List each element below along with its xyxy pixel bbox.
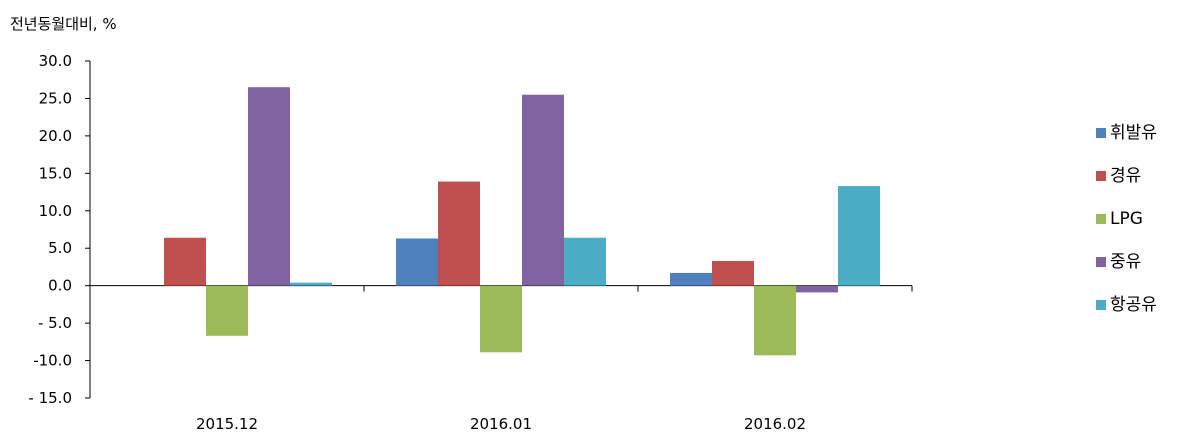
legend-label: 휘발유 bbox=[1110, 123, 1157, 143]
legend-swatch bbox=[1096, 128, 1106, 138]
y-tick-label: - 5.0 bbox=[38, 314, 72, 332]
bar bbox=[712, 260, 754, 286]
bar bbox=[564, 237, 606, 286]
legend-swatch bbox=[1096, 171, 1106, 181]
bar bbox=[670, 272, 712, 286]
bar bbox=[438, 181, 480, 286]
y-tick-label: 25.0 bbox=[39, 89, 72, 107]
bar bbox=[164, 237, 206, 286]
y-axis-label: 전년동월대비, % bbox=[10, 15, 117, 33]
y-tick-label: 15.0 bbox=[39, 164, 72, 182]
bar bbox=[248, 87, 290, 286]
x-tick-label: 2015.12 bbox=[196, 415, 258, 433]
x-tick-label: 2016.01 bbox=[470, 415, 532, 433]
bar bbox=[290, 282, 332, 286]
bar bbox=[522, 94, 564, 286]
y-tick-label: 30.0 bbox=[39, 52, 72, 70]
legend-label: LPG bbox=[1110, 209, 1143, 229]
bar bbox=[838, 186, 880, 286]
legend-label: 중유 bbox=[1110, 252, 1141, 272]
bar bbox=[754, 285, 796, 356]
y-tick-label: 10.0 bbox=[39, 202, 72, 220]
y-tick-label: 0.0 bbox=[48, 277, 72, 295]
bar bbox=[396, 238, 438, 286]
legend-label: 경유 bbox=[1110, 166, 1141, 186]
legend-swatch bbox=[1096, 214, 1106, 224]
legend-label: 항공유 bbox=[1110, 295, 1157, 315]
bar bbox=[206, 285, 248, 336]
legend-swatch bbox=[1096, 257, 1106, 267]
y-tick-label: - 15.0 bbox=[28, 389, 72, 407]
bar bbox=[480, 285, 522, 353]
x-tick-label: 2016.02 bbox=[744, 415, 806, 433]
y-tick-label: -10.0 bbox=[33, 352, 72, 370]
y-tick-label: 20.0 bbox=[39, 127, 72, 145]
bar bbox=[796, 285, 838, 293]
y-tick-label: 5.0 bbox=[48, 239, 72, 257]
legend-swatch bbox=[1096, 300, 1106, 310]
